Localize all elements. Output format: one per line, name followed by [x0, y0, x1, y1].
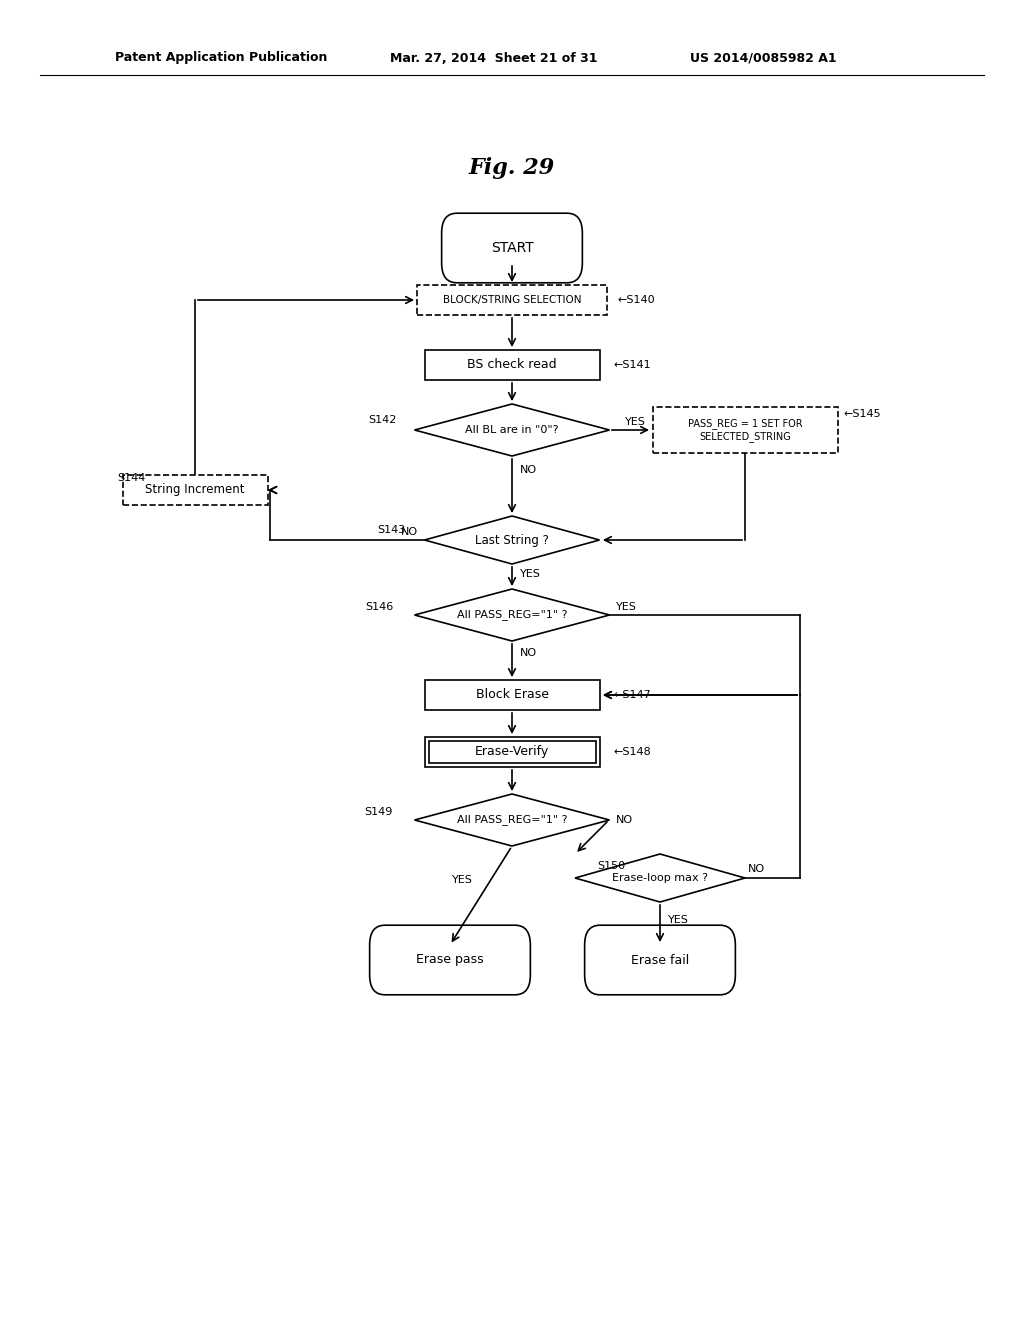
Text: Block Erase: Block Erase	[475, 689, 549, 701]
Text: Mar. 27, 2014  Sheet 21 of 31: Mar. 27, 2014 Sheet 21 of 31	[390, 51, 597, 65]
Polygon shape	[415, 589, 609, 642]
Polygon shape	[415, 404, 609, 455]
Text: YES: YES	[668, 915, 689, 925]
Text: S144: S144	[118, 473, 146, 483]
Text: Erase-Verify: Erase-Verify	[475, 746, 549, 759]
Text: Erase fail: Erase fail	[631, 953, 689, 966]
Text: S143: S143	[378, 525, 406, 535]
Text: Erase-loop max ?: Erase-loop max ?	[612, 873, 708, 883]
Text: S146: S146	[365, 602, 393, 612]
Text: YES: YES	[520, 569, 541, 579]
Text: Fig. 29: Fig. 29	[469, 157, 555, 180]
Text: S149: S149	[365, 807, 393, 817]
Text: NO: NO	[616, 814, 633, 825]
Text: Erase pass: Erase pass	[416, 953, 483, 966]
Text: ←S145: ←S145	[843, 409, 881, 418]
Text: ←S147: ←S147	[614, 690, 651, 700]
Text: BLOCK/STRING SELECTION: BLOCK/STRING SELECTION	[442, 294, 582, 305]
Bar	[425, 737, 599, 767]
Text: NO: NO	[400, 527, 418, 537]
Text: YES: YES	[616, 602, 637, 612]
Text: All PASS_REG="1" ?: All PASS_REG="1" ?	[457, 610, 567, 620]
Text: Patent Application Publication: Patent Application Publication	[115, 51, 328, 65]
Text: ←S140: ←S140	[617, 294, 654, 305]
Text: BS check read: BS check read	[467, 359, 557, 371]
Text: Last String ?: Last String ?	[475, 533, 549, 546]
Text: YES: YES	[625, 417, 646, 426]
Text: All PASS_REG="1" ?: All PASS_REG="1" ?	[457, 814, 567, 825]
FancyBboxPatch shape	[585, 925, 735, 995]
Text: YES: YES	[453, 875, 473, 884]
Text: US 2014/0085982 A1: US 2014/0085982 A1	[690, 51, 837, 65]
Text: NO: NO	[520, 648, 538, 657]
Bar	[417, 285, 607, 315]
Text: String Increment: String Increment	[145, 483, 245, 496]
Polygon shape	[425, 516, 599, 564]
Text: PASS_REG = 1 SET FOR
SELECTED_STRING: PASS_REG = 1 SET FOR SELECTED_STRING	[688, 418, 803, 442]
Polygon shape	[415, 795, 609, 846]
Bar	[123, 475, 267, 506]
Bar	[652, 407, 838, 453]
FancyBboxPatch shape	[370, 925, 530, 995]
Text: NO: NO	[748, 865, 765, 874]
FancyBboxPatch shape	[441, 214, 583, 282]
Bar	[425, 680, 599, 710]
Text: S150: S150	[597, 861, 625, 871]
Bar	[425, 350, 599, 380]
Text: NO: NO	[520, 465, 538, 475]
Polygon shape	[575, 854, 745, 902]
Text: START: START	[490, 242, 534, 255]
Text: ←S141: ←S141	[614, 360, 651, 370]
Text: All BL are in "0"?: All BL are in "0"?	[465, 425, 559, 436]
Text: S142: S142	[369, 414, 397, 425]
Bar	[428, 741, 596, 763]
Text: ←S148: ←S148	[614, 747, 651, 756]
